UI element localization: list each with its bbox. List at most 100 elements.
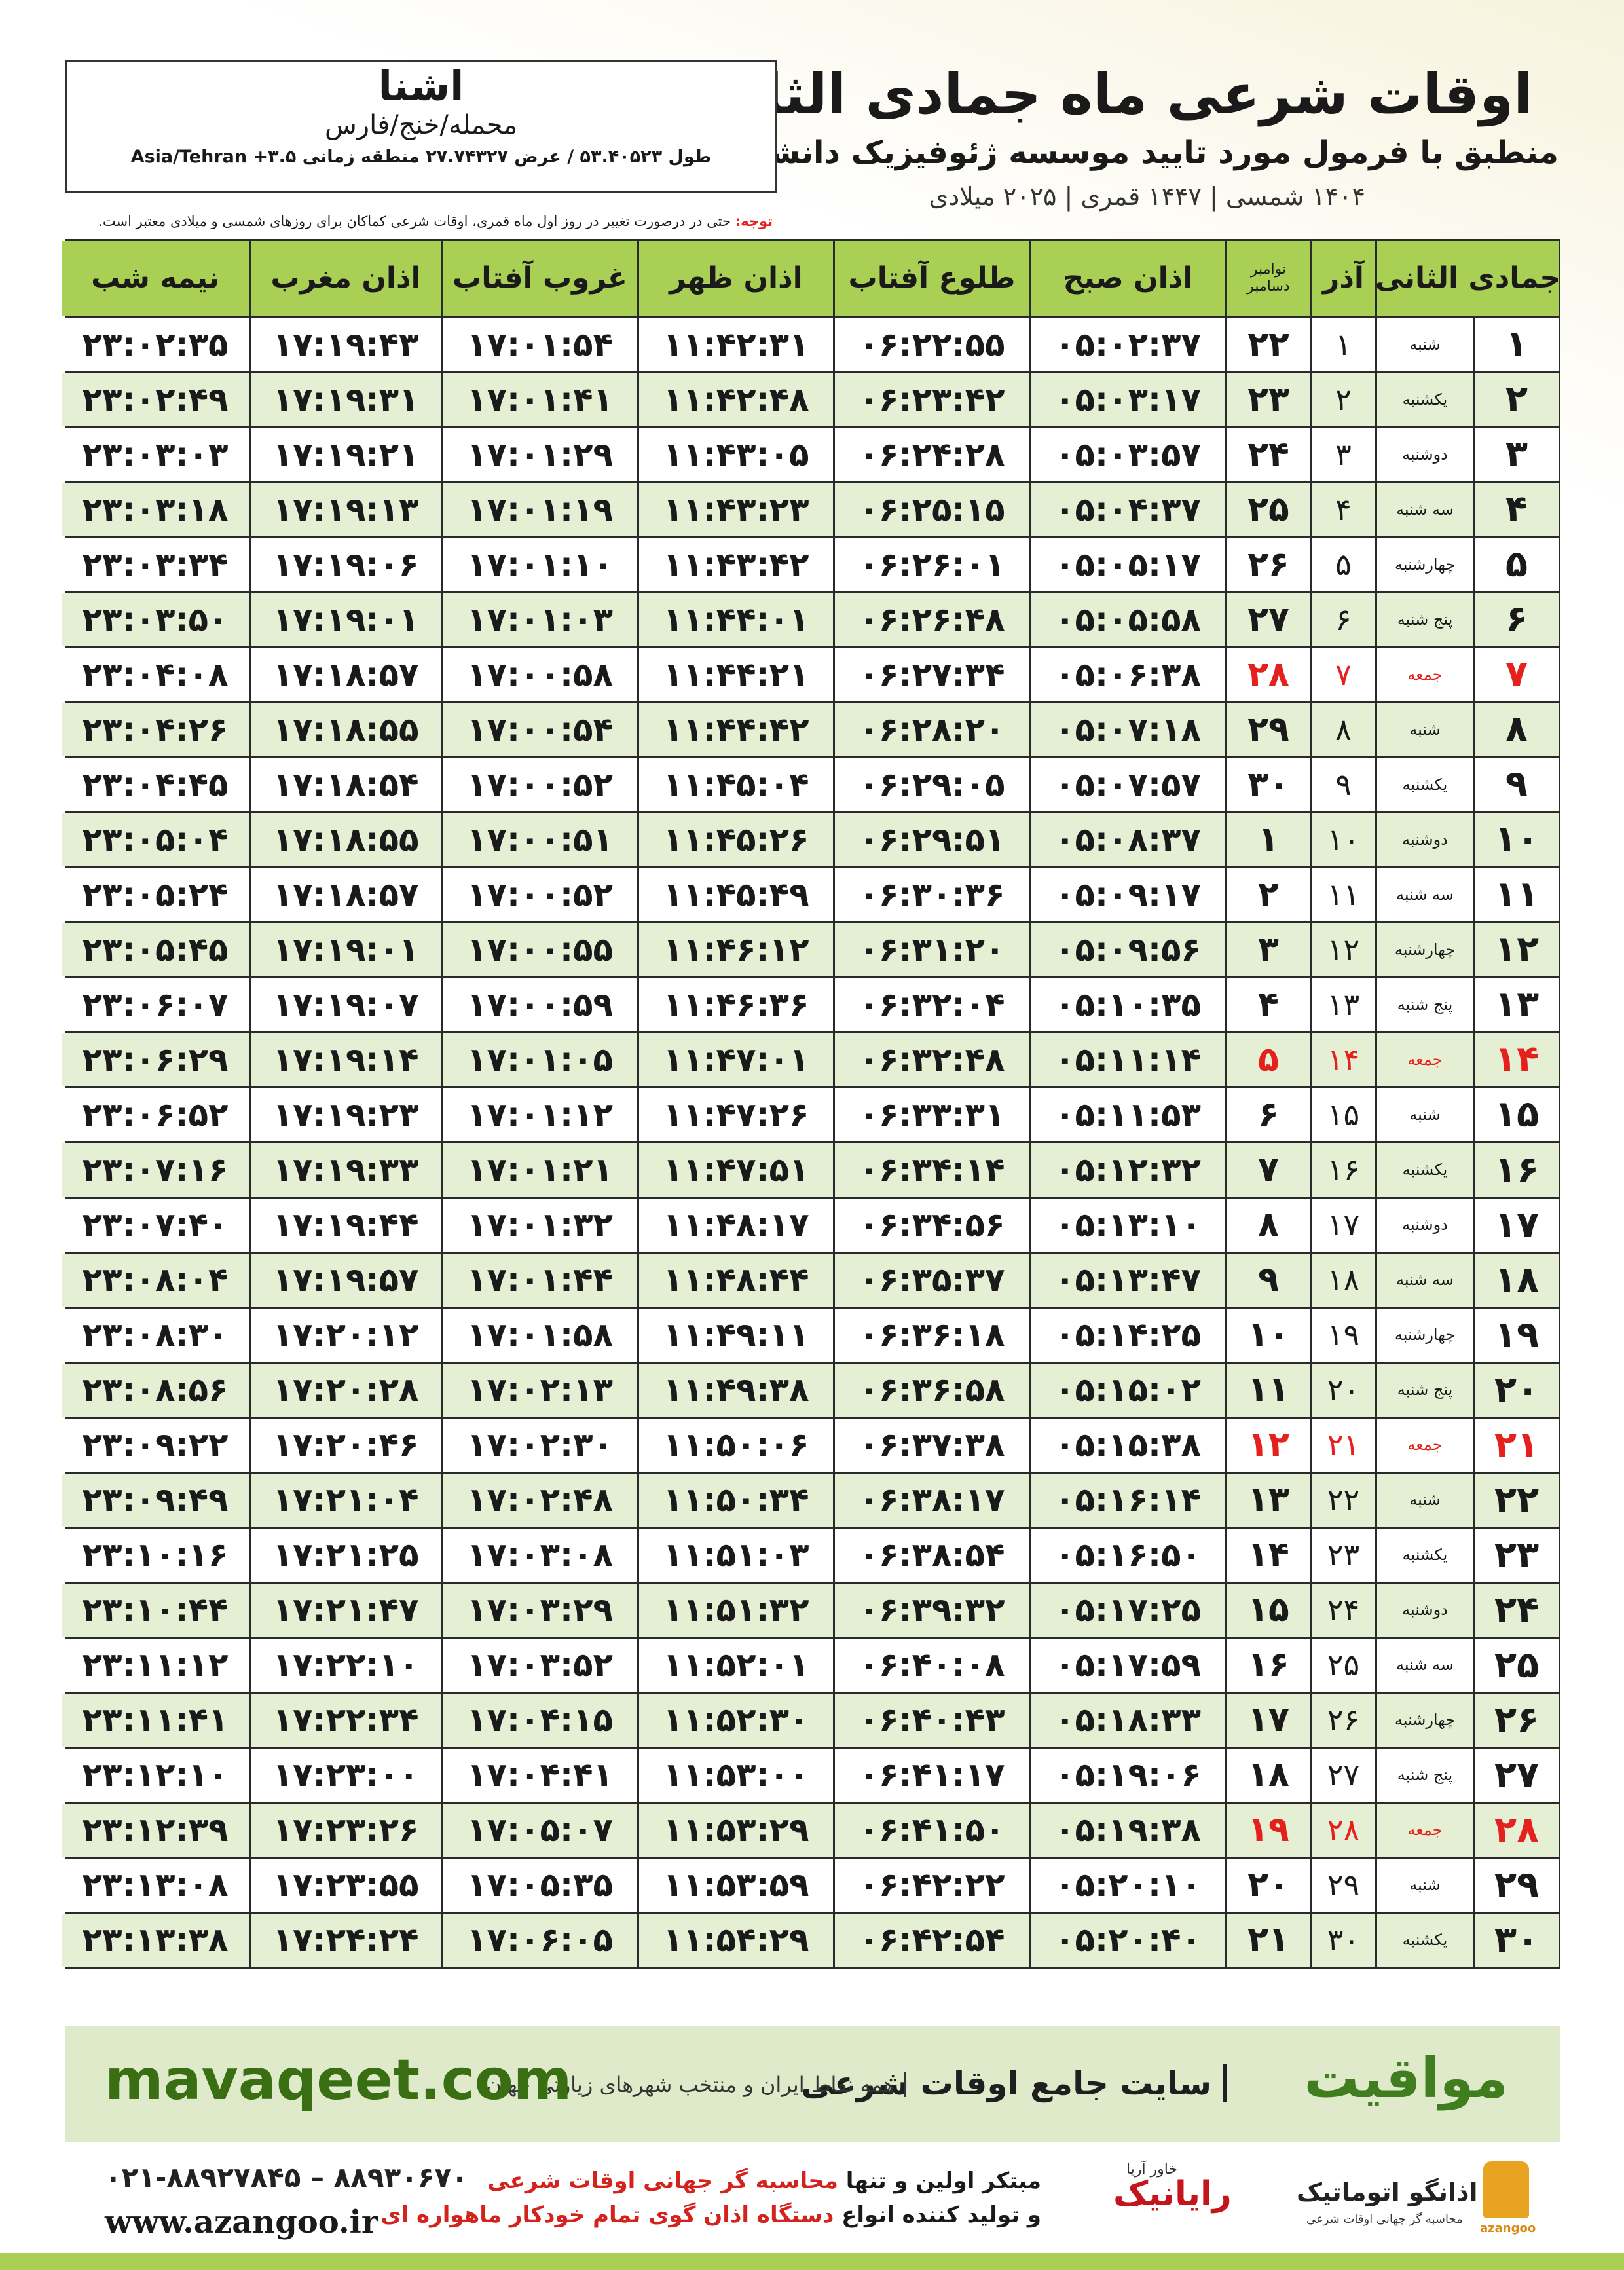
time-cell: ۰۵:۱۹:۰۶: [1031, 1748, 1225, 1802]
time-cell: ۱۱:۴۳:۴۲: [639, 538, 833, 591]
date-cell: ۱۵: [1227, 1583, 1310, 1637]
time-cell: ۱۱:۴۳:۰۵: [639, 428, 833, 481]
bottom-bar: [0, 2253, 1624, 2270]
date-cell: سه شنبه: [1377, 483, 1473, 536]
time-cell: ۰۶:۴۲:۵۴: [835, 1913, 1029, 1967]
date-cell: یکشنبه: [1377, 1528, 1473, 1582]
date-cell: شنبه: [1377, 1473, 1473, 1527]
time-cell: ۱۱:۴۵:۴۹: [639, 868, 833, 921]
logo: رایانیک: [1113, 2174, 1232, 2214]
time-cell: ۰۶:۳۴:۱۴: [835, 1143, 1029, 1197]
date-cell: ۵: [1312, 538, 1375, 591]
date-cell: ۲۷: [1227, 593, 1310, 646]
time-cell: ۲۳:۰۷:۱۶: [62, 1143, 249, 1197]
date-cell: ۲۶: [1475, 1693, 1559, 1747]
date-cell: جمعه: [1377, 1803, 1473, 1857]
date-cell: ۱۶: [1227, 1638, 1310, 1692]
date-cell: چهارشنبه: [1377, 538, 1473, 591]
time-cell: ۰۶:۲۹:۵۱: [835, 813, 1029, 866]
note-text: حتی در درصورت تغییر در روز اول ماه قمری،…: [98, 214, 731, 229]
time-cell: ۲۳:۰۲:۴۹: [62, 373, 249, 426]
time-cell: ۰۶:۳۰:۳۶: [835, 868, 1029, 921]
time-cell: ۱۷:۰۰:۵۲: [443, 868, 637, 921]
time-cell: ۰۵:۱۸:۳۳: [1031, 1693, 1225, 1747]
date-cell: ۱۹: [1227, 1803, 1310, 1857]
time-cell: ۲۳:۰۶:۰۷: [62, 978, 249, 1032]
time-cell: ۰۶:۳۶:۵۸: [835, 1363, 1029, 1417]
time-cell: ۱۷:۱۹:۴۳: [251, 318, 441, 371]
time-cell: ۰۵:۲۰:۱۰: [1031, 1858, 1225, 1912]
date-cell: ۴: [1475, 483, 1559, 536]
time-cell: ۰۵:۰۹:۵۶: [1031, 923, 1225, 977]
time-cell: ۰۵:۰۳:۵۷: [1031, 428, 1225, 481]
time-cell: ۱۷:۰۱:۰۳: [443, 593, 637, 646]
time-cell: ۰۶:۳۷:۳۸: [835, 1418, 1029, 1472]
date-cell: ۸: [1312, 703, 1375, 756]
time-cell: ۲۳:۰۲:۳۵: [62, 318, 249, 371]
time-cell: ۱۷:۱۸:۵۵: [251, 703, 441, 756]
time-cell: ۱۱:۵۳:۰۰: [639, 1748, 833, 1802]
date-cell: ۲۵: [1475, 1638, 1559, 1692]
time-cell: ۰۶:۲۷:۳۴: [835, 648, 1029, 701]
time-cell: ۱۷:۰۰:۵۴: [443, 703, 637, 756]
time-cell: ۱۷:۲۱:۲۵: [251, 1528, 441, 1582]
coordinates: طول ۵۳.۴۰۵۲۳ / عرض ۲۷.۷۴۳۲۷ منطقه زمانی …: [130, 147, 712, 167]
date-cell: ۱۷: [1475, 1198, 1559, 1252]
time-cell: ۰۶:۳۲:۴۸: [835, 1033, 1029, 1087]
date-cell: ۸: [1227, 1198, 1310, 1252]
time-cell: ۱۷:۰۳:۵۲: [443, 1638, 637, 1692]
date-cell: ۳: [1475, 428, 1559, 481]
date-cell: چهارشنبه: [1377, 923, 1473, 977]
date-cell: ۹: [1475, 758, 1559, 811]
time-cell: ۱۱:۴۶:۳۶: [639, 978, 833, 1032]
logo-subtext: محاسبه گر جهانی اوقات شرعی: [1306, 2212, 1463, 2226]
time-cell: ۰۵:۱۰:۳۵: [1031, 978, 1225, 1032]
time-cell: ۲۳:۰۶:۵۲: [62, 1088, 249, 1142]
column-header: طلوع آفتاب: [835, 241, 1029, 316]
date-cell: ۱۲: [1312, 923, 1375, 977]
time-cell: ۲۳:۰۵:۴۵: [62, 923, 249, 977]
date-cell: ۱۴: [1227, 1528, 1310, 1582]
time-cell: ۲۳:۰۳:۱۸: [62, 483, 249, 536]
date-cell: ۱: [1312, 318, 1375, 371]
time-cell: ۰۶:۳۴:۵۶: [835, 1198, 1029, 1252]
date-cell: ۶: [1227, 1088, 1310, 1142]
date-cell: ۱۶: [1312, 1143, 1375, 1197]
time-cell: ۱۷:۱۹:۴۴: [251, 1198, 441, 1252]
time-cell: ۱۱:۵۲:۳۰: [639, 1693, 833, 1747]
phone: ۰۲۱-۸۸۹۲۷۸۴۵ – ۸۸۹۳۰۶۷۰: [105, 2161, 468, 2193]
time-cell: ۰۵:۰۵:۵۸: [1031, 593, 1225, 646]
tagline: و تولید کننده انواع دستگاه اذان گوی تمام…: [380, 2202, 1041, 2228]
date-cell: ۶: [1312, 593, 1375, 646]
time-cell: ۱۷:۲۲:۱۰: [251, 1638, 441, 1692]
date-cell: ۲۷: [1475, 1748, 1559, 1802]
date-cell: ۱۰: [1227, 1308, 1310, 1362]
logo-latin: azangoo: [1480, 2222, 1536, 2235]
date-cell: ۱۱: [1227, 1363, 1310, 1417]
date-cell: ۱۲: [1227, 1418, 1310, 1472]
time-cell: ۱۷:۰۱:۱۹: [443, 483, 637, 536]
date-cell: ۲۵: [1312, 1638, 1375, 1692]
time-cell: ۱۷:۰۱:۳۲: [443, 1198, 637, 1252]
time-cell: ۲۳:۰۹:۴۹: [62, 1473, 249, 1527]
time-cell: ۱۷:۱۸:۵۵: [251, 813, 441, 866]
time-cell: ۲۳:۰۶:۲۹: [62, 1033, 249, 1087]
time-cell: ۱۷:۰۱:۱۰: [443, 538, 637, 591]
time-cell: ۲۳:۱۱:۴۱: [62, 1693, 249, 1747]
time-cell: ۰۶:۲۶:۴۸: [835, 593, 1029, 646]
time-cell: ۱۱:۴۷:۵۱: [639, 1143, 833, 1197]
time-cell: ۲۳:۰۵:۲۴: [62, 868, 249, 921]
date-cell: پنج شنبه: [1377, 1748, 1473, 1802]
time-cell: ۱۱:۵۰:۳۴: [639, 1473, 833, 1527]
time-cell: ۲۳:۰۸:۰۴: [62, 1253, 249, 1307]
site-url[interactable]: mavaqeet.com: [105, 2047, 572, 2113]
time-cell: ۱۷:۲۱:۰۴: [251, 1473, 441, 1527]
logo-subtext: خاور آریا: [1126, 2161, 1178, 2178]
time-cell: ۲۳:۱۳:۳۸: [62, 1913, 249, 1967]
time-cell: ۲۳:۰۷:۴۰: [62, 1198, 249, 1252]
time-cell: ۲۳:۰۴:۲۶: [62, 703, 249, 756]
web-address[interactable]: www.azangoo.ir: [105, 2204, 378, 2241]
date-cell: ۱۵: [1312, 1088, 1375, 1142]
date-cell: ۲۱: [1227, 1913, 1310, 1967]
date-cell: ۵: [1475, 538, 1559, 591]
